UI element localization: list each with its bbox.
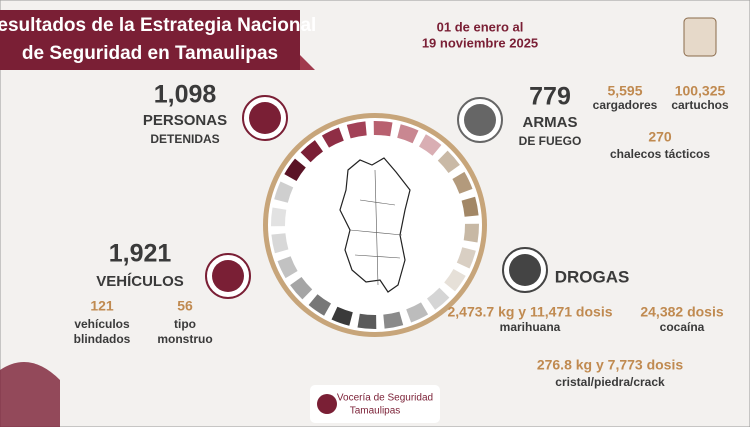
stat-total: 1,098 xyxy=(154,81,217,109)
detail-value: 56 xyxy=(177,298,193,314)
ring-segment xyxy=(308,294,331,316)
footer-logo xyxy=(317,394,337,414)
ring-segment xyxy=(461,196,479,217)
ring-segment xyxy=(331,306,353,326)
ring-segment xyxy=(271,233,289,254)
ring-segment xyxy=(290,277,313,300)
ring-segment xyxy=(300,140,323,163)
date: 01 de enero al xyxy=(437,19,524,34)
icon-vehiculos xyxy=(212,260,244,292)
ring-segment xyxy=(456,247,476,269)
ring-segment xyxy=(463,223,480,243)
detail-label: tipo xyxy=(174,317,196,331)
ring-segment xyxy=(270,207,287,227)
banner-tip xyxy=(300,55,315,70)
title: Resultados de la Estrategia Nacional xyxy=(0,15,316,36)
ring-segment xyxy=(277,256,298,279)
ring-segment xyxy=(321,127,344,148)
date: 19 noviembre 2025 xyxy=(422,35,538,50)
ring-segment xyxy=(427,287,450,310)
ring-segment xyxy=(357,313,377,330)
ring-segment xyxy=(284,158,306,181)
corner-deco xyxy=(0,362,60,427)
ring-segment xyxy=(419,134,442,156)
stat-total: 779 xyxy=(529,83,571,111)
ring-segment xyxy=(397,124,419,144)
ring-segment xyxy=(346,121,367,139)
detail-value: 5,595 xyxy=(607,83,642,99)
title-banner xyxy=(0,10,300,70)
stat-total: 1,921 xyxy=(109,240,172,268)
stat-label: ARMAS xyxy=(523,114,578,131)
icon-armas xyxy=(464,104,496,136)
detail-label: cristal/piedra/crack xyxy=(555,375,665,389)
detail-value: 24,382 dosis xyxy=(640,304,723,320)
ring-segment xyxy=(452,171,473,194)
icon-drogas xyxy=(509,254,541,286)
detail-label: blindados xyxy=(74,332,131,346)
detail-label: chalecos tácticos xyxy=(610,147,710,161)
ring-segment xyxy=(437,150,460,173)
stat-label: VEHÍCULOS xyxy=(96,273,184,290)
footer-box xyxy=(310,385,440,423)
footer-text: Vocería de Seguridad xyxy=(337,393,433,404)
detail-value: 276.8 kg y 7,773 dosis xyxy=(537,357,684,373)
stat-label: DROGAS xyxy=(555,267,630,286)
map-borders xyxy=(349,169,403,286)
detail-label: cartuchos xyxy=(671,98,729,112)
detail-label: cargadores xyxy=(593,98,658,112)
detail-value: 270 xyxy=(648,129,672,145)
footer-text: Tamaulipas xyxy=(350,406,401,417)
detail-value: 121 xyxy=(90,298,114,314)
title: de Seguridad en Tamaulipas xyxy=(22,43,278,64)
stat-label: PERSONAS xyxy=(143,112,227,129)
logo xyxy=(683,17,717,57)
detail-value: 2,473.7 kg y 11,471 dosis xyxy=(447,304,612,320)
ring-segment xyxy=(373,120,393,137)
detail-label: marihuana xyxy=(500,320,561,334)
stat-label: DETENIDAS xyxy=(150,132,219,146)
detail-value: 100,325 xyxy=(675,83,726,99)
ring-segment xyxy=(383,311,404,329)
detail-label: vehículos xyxy=(74,317,130,331)
ring-segment xyxy=(406,302,429,323)
stat-label: DE FUEGO xyxy=(519,134,582,148)
icon-personas xyxy=(249,102,281,134)
detail-label: monstruo xyxy=(157,332,212,346)
ring-segment xyxy=(274,181,294,203)
detail-label: cocaína xyxy=(660,320,705,334)
ring-segment xyxy=(444,269,466,292)
